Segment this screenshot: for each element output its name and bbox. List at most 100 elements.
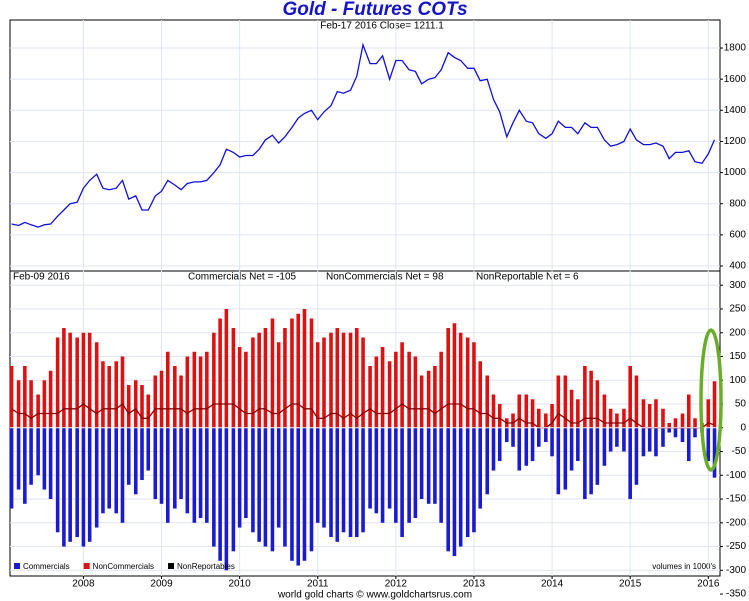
x-tick-label: 2014 xyxy=(541,579,564,590)
bar xyxy=(23,366,27,428)
legend-swatch xyxy=(14,563,20,569)
y-tick-label: 300 xyxy=(729,280,746,291)
footer: world gold charts © www.goldchartsrus.co… xyxy=(277,590,472,601)
bar xyxy=(374,356,379,428)
y-tick-label: 800 xyxy=(729,198,746,209)
bar xyxy=(341,332,346,428)
bar xyxy=(270,427,275,552)
bar xyxy=(458,427,463,547)
bar xyxy=(29,427,33,485)
bar xyxy=(661,427,665,447)
bar xyxy=(634,427,639,485)
bar xyxy=(68,427,72,542)
bar xyxy=(446,427,450,552)
bar xyxy=(114,427,119,514)
bar xyxy=(634,375,639,428)
bar xyxy=(706,399,711,428)
bar xyxy=(693,427,697,438)
bar xyxy=(251,427,255,533)
bar xyxy=(36,394,40,428)
bar xyxy=(251,337,255,428)
bar xyxy=(276,427,281,528)
bar xyxy=(485,427,490,495)
legend-label: NonCommercials xyxy=(93,562,154,571)
series-line xyxy=(11,403,715,429)
bar xyxy=(563,375,568,428)
bar xyxy=(556,427,561,495)
bar xyxy=(94,342,99,428)
bar xyxy=(472,427,476,533)
bar xyxy=(101,427,105,514)
bar xyxy=(407,427,411,523)
bar xyxy=(589,370,593,428)
bar xyxy=(75,427,79,538)
bar xyxy=(309,427,314,552)
bar xyxy=(126,427,131,485)
bar xyxy=(380,347,385,428)
bar xyxy=(120,427,125,523)
bar xyxy=(615,413,619,428)
y-tick-label: -300 xyxy=(726,565,746,576)
bar xyxy=(536,427,541,447)
bar xyxy=(524,427,529,466)
bar xyxy=(153,375,158,428)
bar xyxy=(231,427,236,552)
bar xyxy=(335,328,340,428)
annotation: Commercials Net = -105 xyxy=(188,272,297,283)
bar xyxy=(511,413,515,428)
y-tick-label: -100 xyxy=(726,470,746,481)
x-tick-label: 2015 xyxy=(619,579,642,590)
y-tick-label: 200 xyxy=(729,327,746,338)
bar xyxy=(478,361,482,428)
legend-swatch xyxy=(83,563,90,569)
bar xyxy=(361,427,365,533)
bar xyxy=(296,313,301,428)
x-tick-label: 2013 xyxy=(463,579,486,590)
bar xyxy=(94,427,99,528)
bar xyxy=(661,408,665,428)
y-tick-label: 100 xyxy=(729,375,746,386)
bar xyxy=(257,332,261,428)
bar xyxy=(48,370,53,428)
bar xyxy=(212,332,216,428)
bar xyxy=(686,427,691,462)
bar xyxy=(348,332,353,428)
bar xyxy=(159,427,164,504)
bar xyxy=(595,427,600,485)
bar xyxy=(205,351,209,428)
bar xyxy=(563,427,568,490)
bar xyxy=(673,418,678,428)
y-tick-label: 0 xyxy=(740,422,746,433)
bar xyxy=(315,427,320,523)
bar xyxy=(263,328,268,428)
bar xyxy=(159,370,164,428)
bar xyxy=(309,318,314,428)
bar xyxy=(556,375,561,428)
bar xyxy=(667,427,672,433)
bar xyxy=(140,385,144,428)
bar xyxy=(524,394,529,428)
y-tick-label: 50 xyxy=(735,399,747,410)
bar xyxy=(602,394,607,428)
bar xyxy=(237,347,242,428)
units-note: volumes in 1000's xyxy=(652,562,716,571)
bar xyxy=(419,375,424,428)
bar xyxy=(283,328,287,428)
bar xyxy=(120,356,125,428)
bar xyxy=(536,408,541,428)
bar xyxy=(673,427,678,438)
bar xyxy=(602,427,607,466)
bar xyxy=(641,399,646,428)
bar xyxy=(185,356,190,428)
annotation: NonCommercials Net = 98 xyxy=(326,272,444,283)
bar xyxy=(244,351,248,428)
y-tick-label: 1000 xyxy=(724,167,747,178)
bar xyxy=(270,318,275,428)
bar xyxy=(452,427,457,557)
bar xyxy=(608,427,613,452)
bar xyxy=(146,394,151,428)
bar xyxy=(263,427,268,547)
annotation: NonReportable Net = 6 xyxy=(476,272,579,283)
y-tick-label: -50 xyxy=(732,446,747,457)
bar xyxy=(302,309,307,428)
